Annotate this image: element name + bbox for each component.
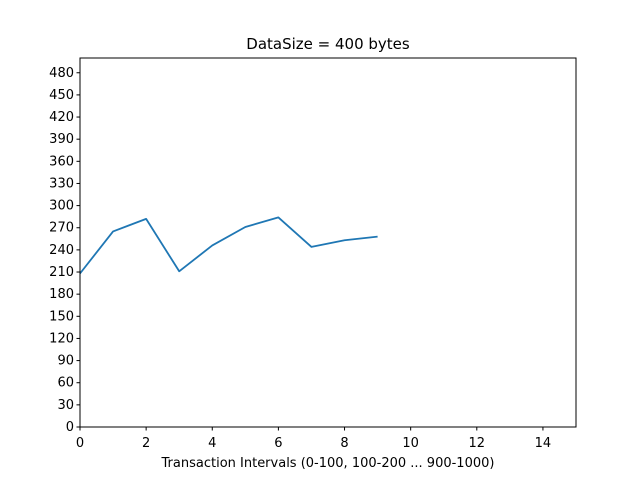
x-tick-label: 0	[76, 436, 84, 451]
y-tick-label: 390	[49, 132, 74, 147]
y-tick-label: 30	[57, 398, 74, 413]
series-line	[79, 216, 378, 275]
x-tick-label: 8	[340, 436, 348, 451]
y-tick-label: 480	[49, 66, 74, 81]
x-tick-label: 4	[208, 436, 216, 451]
y-axis: 0 30 60 90 120 150 180 210 240 270 300 330 360 390 420…	[49, 66, 80, 435]
y-tick-label: 210	[49, 265, 74, 280]
y-tick-label: 180	[49, 287, 74, 302]
chart-title: DataSize = 400 bytes	[246, 35, 410, 53]
plot-area	[79, 216, 378, 275]
y-tick-label: 150	[49, 309, 74, 324]
y-tick-label: 270	[49, 221, 74, 236]
x-tick-label: 10	[402, 436, 419, 451]
x-tick-label: 6	[274, 436, 282, 451]
x-tick-label: 12	[469, 436, 486, 451]
y-tick-label: 240	[49, 243, 74, 258]
y-tick-label: 0	[66, 420, 74, 435]
y-tick-label: 90	[57, 354, 74, 369]
y-tick-label: 330	[49, 176, 74, 191]
y-tick-label: 120	[49, 331, 74, 346]
y-tick-label: 300	[49, 199, 74, 214]
y-tick-label: 450	[49, 88, 74, 103]
x-tick-label: 2	[142, 436, 150, 451]
x-axis: 0 2 4 6 8 10 12 14	[76, 427, 551, 451]
y-tick-label: 360	[49, 154, 74, 169]
plot-frame	[79, 57, 577, 428]
y-tick-label: 420	[49, 110, 74, 125]
x-tick-label: 14	[535, 436, 552, 451]
y-tick-label: 60	[57, 376, 74, 391]
x-axis-label: Transaction Intervals (0-100, 100-200 ..…	[161, 456, 495, 471]
